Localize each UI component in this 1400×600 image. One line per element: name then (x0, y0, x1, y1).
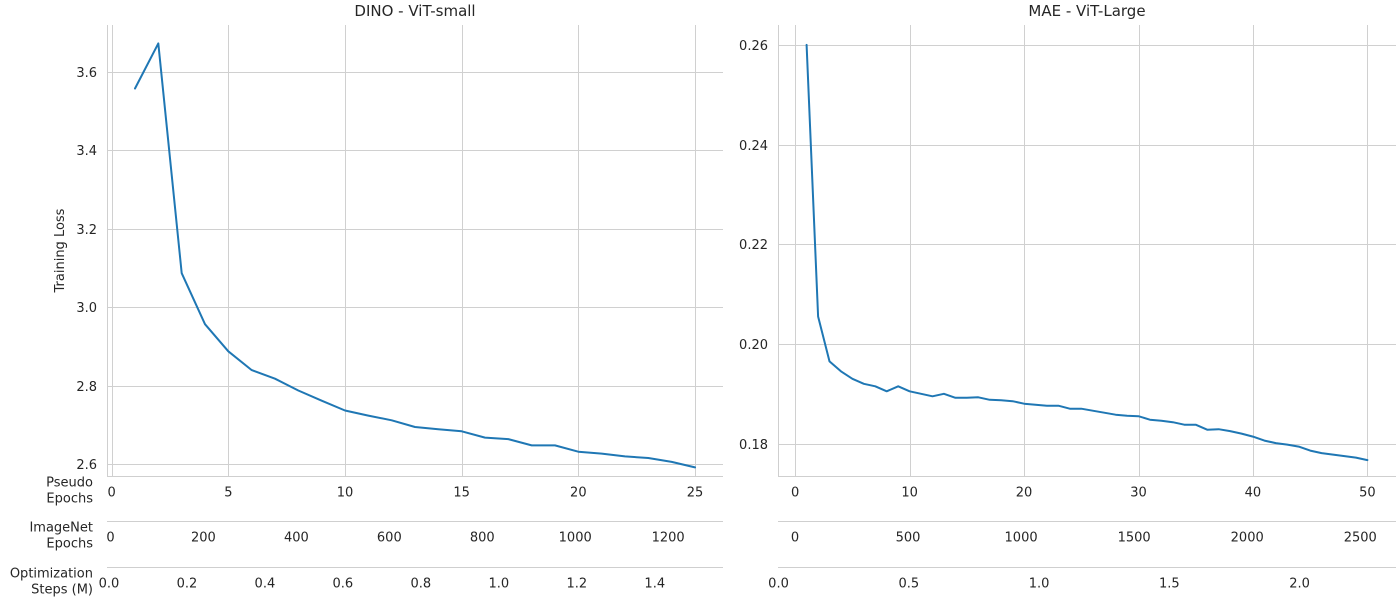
chart1-xaxis-2-tick-label-3: 600 (377, 531, 402, 546)
chart1-xaxis-2-tick-label-0: 0 (106, 531, 114, 546)
chart1-xaxis-3-label-line-0: Optimization (10, 567, 93, 582)
chart1-xaxis-3-tick-label-3: 0.6 (333, 577, 354, 592)
chart1-ytick-label-1: 2.8 (76, 380, 97, 395)
chart1-xaxis-2-label-line-0: ImageNet (29, 521, 93, 536)
chart2-title: MAE - ViT-Large (1028, 2, 1145, 20)
chart2-xaxis-1-tick-label-5: 50 (1359, 486, 1376, 501)
chart1-xaxis-1-tick-label-1: 5 (224, 486, 232, 501)
chart1-xaxis-1-tick-label-5: 25 (687, 486, 704, 501)
chart1-ytick-label-3: 3.2 (76, 223, 97, 238)
chart1-title: DINO - ViT-small (354, 2, 475, 20)
chart1-xaxis-3-label-line-1: Steps (M) (31, 583, 93, 598)
chart2-xaxis-2-tick-label-2: 1000 (1005, 531, 1038, 546)
chart1-xaxis-3-tick-label-1: 0.2 (177, 577, 198, 592)
chart1-xaxis-3-tick-label-4: 0.8 (411, 577, 432, 592)
chart2-xaxis-3-tick-label-2: 1.0 (1029, 577, 1050, 592)
chart1-xaxis-3-tick-label-0: 0.0 (99, 577, 120, 592)
chart2-xaxis-2-tick-label-0: 0 (791, 531, 799, 546)
chart1-xaxis-2-tick-label-2: 400 (284, 531, 309, 546)
chart1-ytick-label-0: 2.6 (76, 458, 97, 473)
chart2-xaxis-1-tick-label-0: 0 (791, 486, 799, 501)
chart1-xaxis-3-tick-label-6: 1.2 (566, 577, 587, 592)
chart1-xaxis-3-tick-label-5: 1.0 (488, 577, 509, 592)
chart2-series-line-0 (805, 43, 1369, 462)
chart1-ylabel: Training Loss (53, 208, 68, 293)
chart1-xaxis-2-tick-label-1: 200 (191, 531, 216, 546)
chart2-xaxis-1-tick-label-4: 40 (1245, 486, 1262, 501)
chart2-xaxis-1-tick-label-2: 20 (1016, 486, 1033, 501)
chart1-xaxis-3-label: Optimization Steps (M) (10, 567, 93, 598)
chart1-xaxis-1-label-line-1: Epochs (46, 492, 93, 507)
chart2-ytick-label-4: 0.26 (739, 39, 768, 54)
chart1-xaxis-1-tick-label-2: 10 (337, 486, 354, 501)
chart2-ytick-label-1: 0.20 (739, 338, 768, 353)
chart1-xaxis-1-tick-label-0: 0 (108, 486, 116, 501)
chart2-xaxis-2-tick-label-5: 2500 (1344, 531, 1377, 546)
chart2-xaxis-3-tick-label-4: 2.0 (1289, 577, 1310, 592)
chart1-xaxis-1-label-line-0: Pseudo (46, 476, 93, 491)
chart2-ytick-label-0: 0.18 (739, 438, 768, 453)
chart2-xaxis-2-tick-label-3: 1500 (1118, 531, 1151, 546)
chart1-ytick-label-2: 3.0 (76, 301, 97, 316)
chart2-xaxis-1-tick-label-1: 10 (901, 486, 918, 501)
chart1-xaxis-1-tick-label-4: 20 (570, 486, 587, 501)
chart1-xaxis-2-label: ImageNet Epochs (29, 521, 93, 552)
chart1-xaxis-2-tick-label-6: 1200 (652, 531, 685, 546)
chart2-xaxis-1-tick-label-3: 30 (1130, 486, 1147, 501)
chart1-ytick-label-4: 3.4 (76, 144, 97, 159)
chart1-xaxis-1-tick-label-3: 15 (453, 486, 470, 501)
chart1-xaxis-2-tick-label-4: 800 (470, 531, 495, 546)
chart2-ytick-label-2: 0.22 (739, 238, 768, 253)
chart2-xaxis-3-tick-label-3: 1.5 (1159, 577, 1180, 592)
chart1-xaxis-2-label-line-1: Epochs (46, 537, 93, 552)
chart1-xaxis-3-tick-label-7: 1.4 (644, 577, 665, 592)
chart1-xaxis-3-tick-label-2: 0.4 (255, 577, 276, 592)
chart2-xaxis-3-tick-label-1: 0.5 (898, 577, 919, 592)
chart2-ytick-label-3: 0.24 (739, 139, 768, 154)
chart1-series-line-0 (134, 42, 696, 469)
chart2-xaxis-3-tick-label-0: 0.0 (768, 577, 789, 592)
chart2-xaxis-2-tick-label-4: 2000 (1231, 531, 1264, 546)
chart1-ytick-label-5: 3.6 (76, 66, 97, 81)
chart1-xaxis-1-label: Pseudo Epochs (46, 476, 93, 507)
chart2-xaxis-2-tick-label-1: 500 (896, 531, 921, 546)
chart1-xaxis-2-tick-label-5: 1000 (559, 531, 592, 546)
